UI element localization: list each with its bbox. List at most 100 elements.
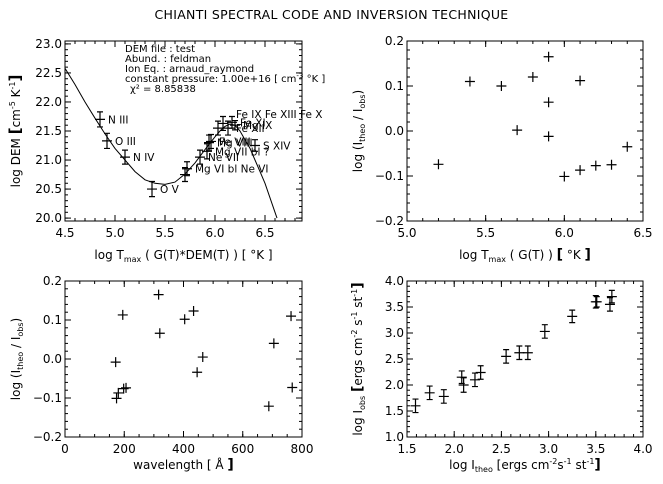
intensity-point bbox=[501, 349, 512, 364]
line-label: O V bbox=[160, 184, 180, 196]
ratio-point bbox=[590, 160, 601, 171]
ratio-point bbox=[496, 81, 507, 91]
ratio-point bbox=[188, 306, 199, 317]
line-label: N IV bbox=[133, 152, 155, 164]
y-tick-label: −0.1 bbox=[33, 391, 62, 405]
ratio-point bbox=[113, 387, 124, 398]
x-tick-label: 200 bbox=[113, 442, 136, 456]
annotation-chi-square: χ² = 8.85838 bbox=[130, 84, 196, 95]
dem-point bbox=[213, 120, 223, 136]
ratio-point bbox=[286, 311, 297, 322]
x-tick-label: 600 bbox=[231, 442, 254, 456]
y-tick-label: 1.0 bbox=[385, 430, 404, 444]
x-axis-label: wavelength [ Å ] bbox=[133, 457, 234, 473]
x-tick-label: 2.5 bbox=[492, 442, 511, 456]
obs-vs-theo-panel: 1.5 2.0 2.5 3.0 3.5 4.01.01.52.02.53.03.54.0l… bbox=[350, 274, 653, 474]
x-tick-label: 4.0 bbox=[633, 442, 652, 456]
y-tick-label: 2.5 bbox=[385, 352, 404, 366]
line-label: Mg VIII bbox=[217, 138, 253, 150]
x-tick-label: 1.5 bbox=[397, 442, 416, 456]
y-tick-label: 21.5 bbox=[35, 124, 62, 138]
x-tick-label: 6.5 bbox=[633, 226, 652, 240]
ratio-point bbox=[154, 328, 165, 339]
intensity-point bbox=[458, 377, 469, 393]
x-tick-label: 4.5 bbox=[55, 226, 74, 240]
x-tick-label: 5.0 bbox=[105, 226, 124, 240]
intensity-point bbox=[469, 372, 480, 388]
ratio-point bbox=[464, 76, 475, 87]
ratio-point bbox=[118, 383, 129, 394]
x-tick-label: 2.0 bbox=[445, 442, 464, 456]
y-tick-label: 3.0 bbox=[385, 326, 404, 340]
line-label: Fe XII bbox=[236, 123, 265, 135]
y-tick-label: 0.1 bbox=[43, 313, 62, 327]
dem-panel: 4.5 5.0 5.5 6.0 6.5 20.0 20.5 21.0 21.5 22.0 22.5 2… bbox=[6, 37, 325, 264]
ratio-vs-temperature-panel: 5.0 5.5 6.0 6.5 −0.2 −0.1 0.0 0.1 0.2 log Tmax ( … bbox=[351, 34, 653, 264]
dem-point bbox=[147, 180, 157, 198]
dem-point bbox=[182, 161, 192, 177]
intensity-point bbox=[604, 297, 615, 312]
y-tick-label: 0.2 bbox=[385, 34, 404, 48]
main-title: CHIANTI SPECTRAL CODE AND INVERSION TECH… bbox=[154, 7, 509, 22]
y-tick-label: 0.0 bbox=[43, 352, 62, 366]
ratio-point bbox=[263, 401, 274, 412]
y-axis-label: log (Itheo / Iobs) bbox=[351, 90, 367, 172]
y-tick-label: −0.1 bbox=[375, 169, 404, 183]
y-axis-label: log DEM [cm-5 K-1] bbox=[6, 75, 24, 188]
dem-point bbox=[102, 132, 112, 150]
line-label: Mg VI bl Ne VI bbox=[195, 164, 269, 176]
y-axis-label: log Iobs [ergs cm-2 s-1 st-1] bbox=[350, 282, 367, 435]
ratio-point bbox=[527, 72, 538, 82]
annotation-abundance: Abund. : feldman bbox=[125, 54, 211, 65]
y-tick-label: 0.2 bbox=[43, 274, 62, 288]
line-label: Fe VIII bbox=[219, 136, 251, 148]
y-tick-label: −0.2 bbox=[33, 430, 62, 444]
dem-point bbox=[120, 149, 130, 165]
dem-point bbox=[250, 139, 260, 152]
annotation-ion-eq: Ion Eq. : arnaud_raymond bbox=[125, 64, 254, 75]
x-tick-label: 6.0 bbox=[205, 226, 224, 240]
ratio-point bbox=[543, 97, 554, 108]
line-label: Fe XI bbox=[240, 117, 266, 129]
y-tick-label: 2.0 bbox=[385, 378, 404, 392]
x-tick-label: 5.0 bbox=[397, 226, 416, 240]
dem-point bbox=[95, 111, 105, 128]
line-label: N III bbox=[108, 114, 128, 126]
y-tick-label: 22.5 bbox=[35, 66, 62, 80]
y-tick-label: 0.1 bbox=[385, 79, 404, 93]
intensity-point bbox=[514, 345, 525, 361]
ratio-point bbox=[512, 125, 523, 136]
intensity-point bbox=[522, 345, 533, 361]
dem-point bbox=[206, 133, 216, 150]
intensity-point bbox=[606, 289, 617, 304]
ratio-point bbox=[543, 131, 554, 142]
y-tick-label: 0.0 bbox=[385, 124, 404, 138]
ratio-point bbox=[110, 357, 121, 368]
y-tick-label: 23.0 bbox=[35, 37, 62, 51]
dem-point bbox=[227, 115, 237, 129]
y-tick-label: 4.0 bbox=[385, 274, 404, 288]
x-axis-label: log Tmax ( G(T)*DEM(T) ) [ °K ] bbox=[94, 248, 272, 264]
x-tick-label: 800 bbox=[291, 442, 314, 456]
dem-point bbox=[218, 115, 228, 132]
x-tick-label: 3.0 bbox=[539, 442, 558, 456]
line-label: Ne VII bbox=[208, 152, 239, 164]
annotation-dem-file: DEM file : test bbox=[125, 44, 195, 55]
plot-frame bbox=[406, 40, 644, 222]
ratio-point bbox=[575, 165, 586, 176]
dem-curve bbox=[64, 68, 278, 219]
ratio-point bbox=[433, 159, 444, 170]
y-tick-label: 22.0 bbox=[35, 95, 62, 109]
dem-point bbox=[202, 143, 212, 160]
y-tick-label: −0.2 bbox=[375, 214, 404, 228]
line-label: Mg IX bbox=[243, 120, 272, 132]
annotation-pressure: constant pressure: 1.00e+16 [ cm-3 °K ] bbox=[125, 72, 325, 85]
dem-point bbox=[204, 134, 214, 151]
x-tick-label: 5.5 bbox=[476, 226, 495, 240]
intensity-point bbox=[475, 365, 486, 380]
dem-point bbox=[180, 166, 190, 183]
ratio-point bbox=[117, 309, 128, 320]
ratio-point bbox=[606, 159, 617, 170]
ratio-point bbox=[192, 367, 203, 378]
